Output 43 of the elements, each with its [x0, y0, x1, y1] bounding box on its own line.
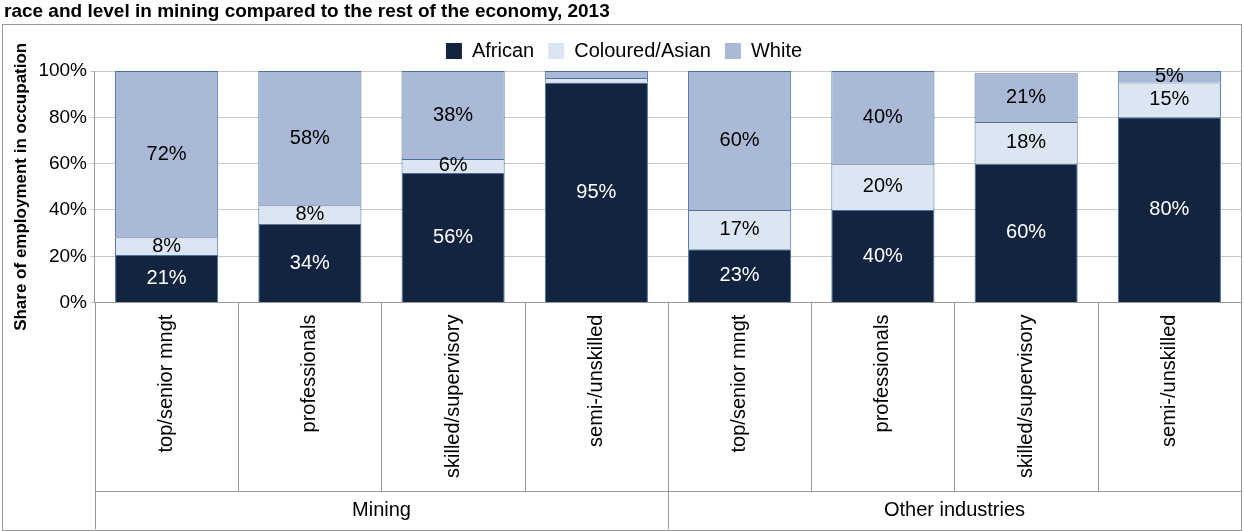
data-label: 8%: [295, 202, 325, 225]
data-label: 5%: [1154, 64, 1185, 87]
data-label: 21%: [146, 266, 187, 289]
y-tick-label: 80%: [48, 105, 88, 127]
legend-label: African: [471, 38, 535, 61]
y-tick-label: 60%: [48, 151, 88, 173]
data-label: 40%: [862, 243, 904, 266]
data-label: 38%: [433, 102, 474, 125]
data-label: 20%: [862, 174, 904, 197]
x-tick-label: skilled/supervisory: [440, 314, 463, 478]
text: Mining: [352, 497, 411, 520]
chart-title: race and level in mining compared to the rest of the economy, 2013: [3, 0, 611, 23]
data-label: 56%: [433, 225, 474, 248]
data-label: 80%: [1149, 197, 1190, 220]
data-label: 18%: [1006, 130, 1047, 153]
data-label: 60%: [1006, 220, 1047, 243]
data-label: 6%: [438, 153, 468, 176]
text: Other industries: [883, 497, 1026, 520]
legend-label: Coloured/Asian: [574, 38, 711, 61]
y-tick-label: 0%: [59, 290, 88, 312]
x-tick-label: professionals: [297, 314, 320, 433]
y-tick-label: 40%: [48, 198, 88, 220]
x-tick-label: top/senior mngt: [727, 314, 750, 453]
legend-label: White: [750, 38, 803, 61]
y-tick-label: 20%: [48, 244, 88, 266]
x-tick-label: professionals: [870, 314, 893, 433]
x-tick-label: semi-/unskilled: [583, 314, 606, 447]
x-tick-label: skilled/supervisory: [1013, 314, 1036, 478]
data-label: 72%: [146, 141, 187, 164]
data-label: 17%: [719, 217, 760, 240]
y-tick-label: 100%: [38, 59, 88, 81]
data-label: 15%: [1149, 87, 1190, 110]
data-label: 95%: [576, 179, 617, 202]
data-label: 60%: [719, 128, 760, 150]
data-label: 34%: [289, 250, 331, 273]
data-label: 23%: [719, 263, 760, 286]
data-label: 21%: [1006, 85, 1047, 108]
y-axis-title: Share of employment in occupation: [10, 42, 30, 331]
x-tick-label: top/senior mngt: [154, 314, 177, 453]
data-label: 40%: [862, 104, 904, 127]
x-tick-label: semi-/unskilled: [1156, 314, 1179, 447]
data-label: 8%: [152, 233, 182, 256]
data-label: 58%: [289, 125, 331, 148]
